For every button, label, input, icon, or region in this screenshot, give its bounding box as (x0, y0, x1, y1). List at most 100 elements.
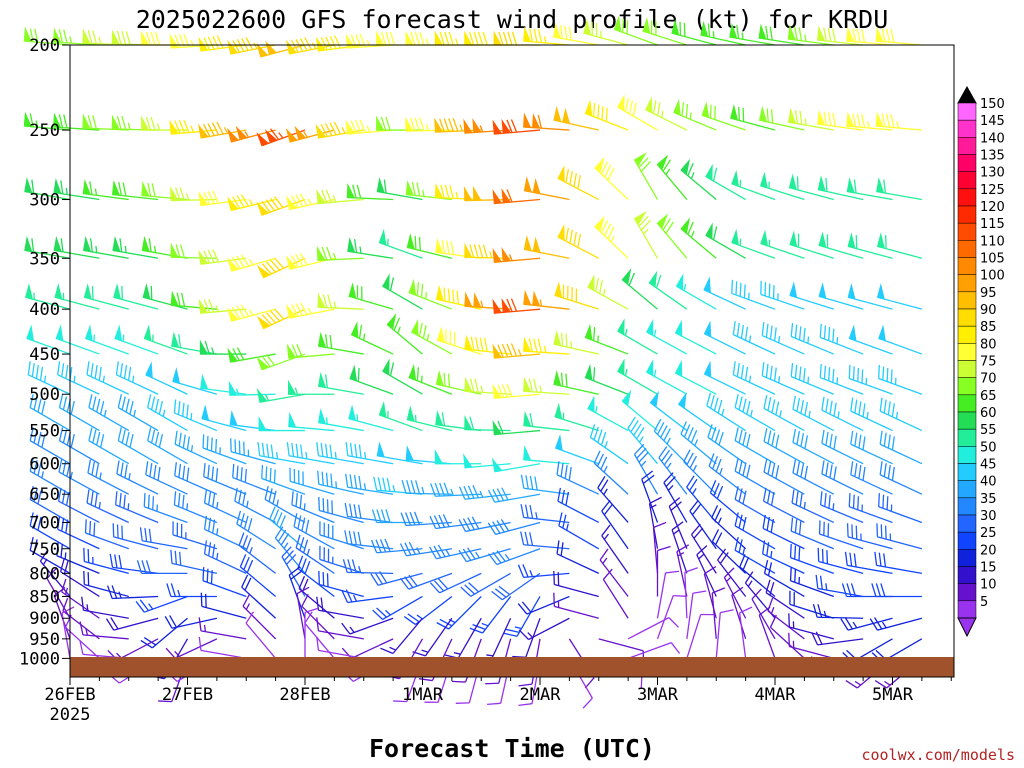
wind-barb (477, 617, 512, 661)
wind-barb (821, 460, 864, 495)
wind-barb (488, 548, 541, 566)
wind-barb (817, 109, 864, 131)
wind-barb (553, 570, 599, 598)
wind-barb (790, 517, 834, 550)
wind-barb (817, 175, 864, 201)
wind-barb (143, 493, 188, 524)
wind-barb (82, 235, 129, 259)
wind-barb (286, 302, 335, 319)
wind-barb (165, 638, 218, 659)
wind-barb (492, 188, 541, 205)
wind-barb (613, 15, 658, 46)
wind-barb (429, 544, 482, 560)
wind-barb (734, 536, 776, 574)
wind-barb (652, 521, 667, 574)
wind-barb (341, 617, 394, 635)
wind-barb (751, 588, 776, 640)
wind-barb (88, 394, 130, 432)
wind-barb (289, 467, 335, 495)
wind-barb (594, 215, 629, 259)
wind-barb (405, 445, 452, 465)
wind-barb (458, 485, 511, 500)
wind-barb (141, 235, 188, 259)
wind-barb (198, 298, 247, 314)
wind-barb (382, 358, 423, 395)
colorbar-swatch (957, 137, 977, 155)
wind-barb (492, 343, 541, 359)
wind-barb (875, 26, 922, 46)
wind-barb (671, 18, 717, 46)
wind-barb (601, 524, 629, 574)
colorbar-label: 40 (980, 475, 997, 490)
colorbar-swatch (957, 119, 977, 138)
wind-barb (406, 405, 453, 432)
wind-barb (711, 587, 726, 639)
wind-barb (711, 529, 747, 574)
wind-barb (411, 318, 453, 355)
wind-barbs-layer (23, 15, 923, 709)
wind-barb (236, 510, 276, 550)
wind-barb (458, 547, 511, 563)
wind-barb (200, 592, 247, 619)
wind-barb (556, 461, 600, 495)
colorbar-label: 95 (980, 286, 997, 301)
wind-barb (57, 361, 100, 395)
wind-barb (709, 480, 747, 523)
wind-barb (767, 597, 805, 640)
wind-barb (594, 156, 629, 201)
wind-barb (789, 230, 834, 259)
wind-barb (717, 548, 747, 597)
wind-barb (812, 603, 864, 619)
wind-barb (523, 336, 570, 355)
colorbar-swatch (957, 291, 977, 310)
wind-barb (172, 367, 218, 395)
wind-barb (316, 189, 364, 205)
wind-barb (405, 116, 452, 132)
wind-barb (141, 180, 188, 201)
wind-barb (350, 321, 394, 355)
wind-barb (711, 505, 747, 550)
wind-barb (316, 596, 364, 619)
wind-barb (558, 512, 600, 550)
y-tick-label: 750 (29, 540, 60, 560)
wind-barb (518, 617, 570, 641)
wind-barb (765, 579, 805, 619)
wind-barb (656, 594, 687, 640)
wind-barb (788, 173, 834, 201)
wind-barb (53, 27, 100, 46)
wind-barb (286, 343, 335, 359)
colorbar-swatch (957, 257, 977, 275)
x-tick-label: 1MAR (402, 685, 444, 705)
colorbar-swatch (957, 308, 977, 327)
wind-barb (874, 551, 922, 574)
wind-barb (296, 586, 310, 639)
wind-barb (789, 281, 834, 310)
wind-barb (584, 323, 629, 355)
wind-barb (464, 414, 511, 432)
wind-barb (316, 617, 364, 640)
wind-barb (762, 514, 805, 550)
wind-barb (256, 40, 306, 58)
wind-barb (406, 233, 453, 259)
wind-barb (557, 487, 600, 524)
wind-barb (703, 360, 746, 395)
colorbar-swatch (957, 549, 977, 567)
wind-barb (848, 364, 893, 395)
wind-barb (297, 555, 335, 597)
wind-barb (715, 609, 734, 659)
wind-barb (58, 394, 100, 432)
wind-barb (228, 380, 276, 396)
wind-barb (256, 196, 306, 216)
wind-barb (145, 361, 188, 395)
wind-barb (464, 376, 511, 395)
wind-barb (408, 278, 453, 310)
wind-barb (658, 446, 688, 495)
wind-barb (469, 596, 512, 634)
wind-barb (732, 321, 776, 355)
colorbar-label: 5 (980, 595, 988, 610)
wind-barb (464, 334, 511, 355)
colorbar-swatch (957, 514, 977, 533)
y-tick-label: 500 (29, 385, 60, 405)
colorbar-label: 75 (980, 355, 997, 370)
